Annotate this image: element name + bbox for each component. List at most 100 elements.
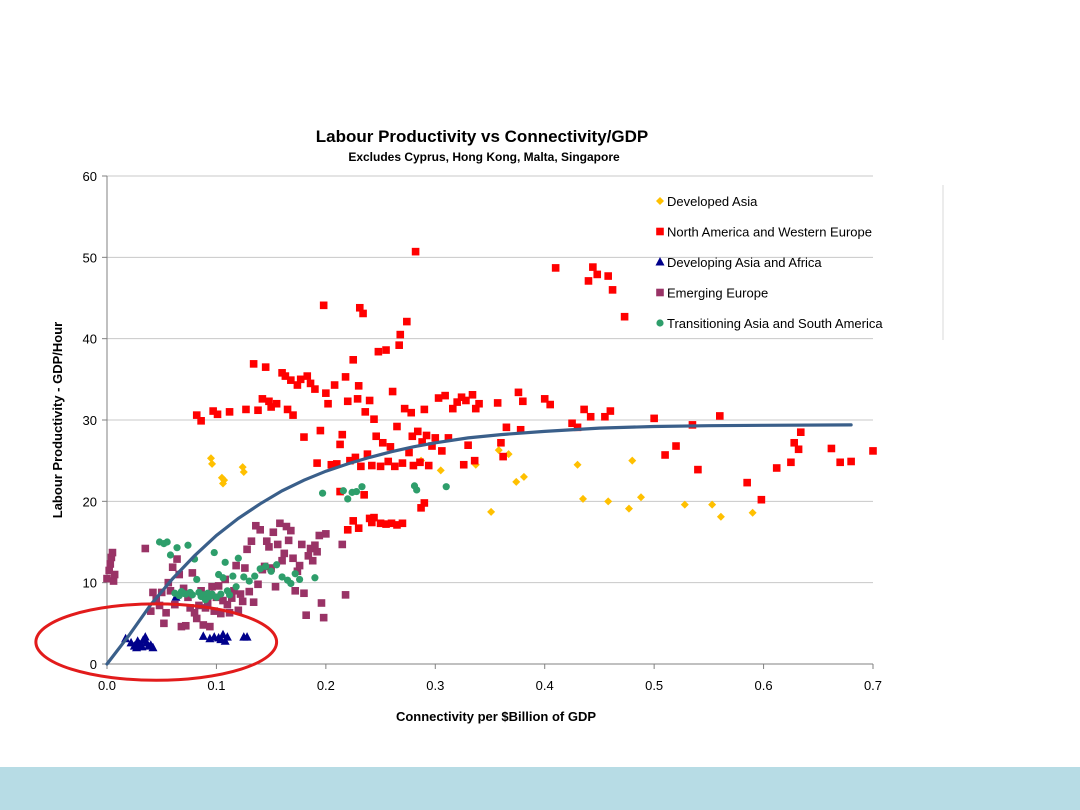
y-axis-title: Labour Productivity - GDP/Hour [50,322,65,518]
data-point [271,582,280,591]
data-point [311,385,319,393]
data-point [313,547,321,556]
x-tick-label: 0.1 [207,678,225,693]
data-point [516,425,525,434]
data-point [318,489,327,497]
data-point [395,341,403,349]
data-point [247,537,256,545]
data-point [227,594,236,602]
data-point [163,538,171,546]
data-point [168,563,177,572]
data-point [708,500,717,509]
data-point [295,575,304,584]
data-point [589,263,597,271]
tick-labels: 0 10 20 30 40 50 60 0.0 0.1 0.2 0.3 0.4 0.5 0.6 0.7 [83,169,883,693]
data-point [346,456,354,465]
data-point [349,517,358,525]
data-point [787,458,795,467]
data-point [624,504,633,513]
data-point [322,530,330,538]
data-point [188,591,196,599]
data-point [278,556,286,565]
data-point [179,584,188,593]
data-point [540,395,549,403]
data-point [441,391,449,400]
data-point [186,604,194,612]
data-point [361,408,370,416]
data-point [757,495,766,504]
data-point [493,399,502,407]
data-point [436,466,445,475]
data-point [417,504,425,512]
data-point [160,619,168,628]
data-point [251,572,259,580]
data-point [400,404,409,413]
data-point [487,507,496,516]
data-point [794,445,803,454]
data-point [420,405,429,414]
data-point [341,591,350,599]
data-point [551,264,560,272]
data-point [267,567,275,575]
data-point [173,544,181,552]
data-point [471,404,480,413]
data-point [192,411,201,419]
data-point [438,447,446,455]
data-point [210,607,219,615]
data-point [418,438,426,446]
y-tick-label: 60 [83,169,97,184]
data-point [420,499,429,507]
data-point [442,483,450,491]
scatter-chart: Labour Productivity vs Connectivity/GDP … [34,127,944,724]
data-point [192,614,201,623]
data-point [238,597,247,606]
data-point [499,452,507,461]
data-point [149,588,157,597]
data-point [254,406,262,415]
data-point [680,500,689,509]
data-point [210,548,218,557]
data-point [269,528,278,537]
data-point [278,573,286,581]
data-point [222,632,232,641]
data-point [208,459,217,468]
data-point [295,561,304,570]
x-tick-label: 0.7 [864,678,882,693]
data-point [694,465,702,474]
data-point [360,491,368,499]
data-point [604,497,613,506]
data-point [296,375,305,384]
data-point [199,621,208,629]
data-point [580,405,588,414]
data-point [272,399,281,408]
data-point [434,394,443,402]
chart-subtitle: Excludes Cyprus, Hong Kong, Malta, Singa… [348,150,620,164]
data-point [409,461,418,470]
data-point [243,545,251,554]
data-point [330,381,339,389]
data-point [519,472,528,481]
data-point [349,356,358,364]
data-point [424,461,433,470]
data-point [428,442,436,450]
x-tick-label: 0.6 [755,678,773,693]
data-point [208,582,216,591]
data-point [368,518,376,527]
data-point [836,458,844,467]
data-point [206,454,215,463]
data-point [355,303,364,312]
data-point [311,541,319,550]
data-point [241,564,249,572]
data-point [546,400,554,409]
data-point [351,453,360,462]
slide-footer-band [0,767,1080,810]
data-point [239,468,248,477]
data-point [306,544,315,553]
data-point [265,397,273,406]
data-point [287,376,295,384]
data-point [606,407,615,415]
series-group-4 [155,482,450,604]
data-point [376,519,385,528]
data-point [108,548,117,557]
data-point [245,577,253,585]
